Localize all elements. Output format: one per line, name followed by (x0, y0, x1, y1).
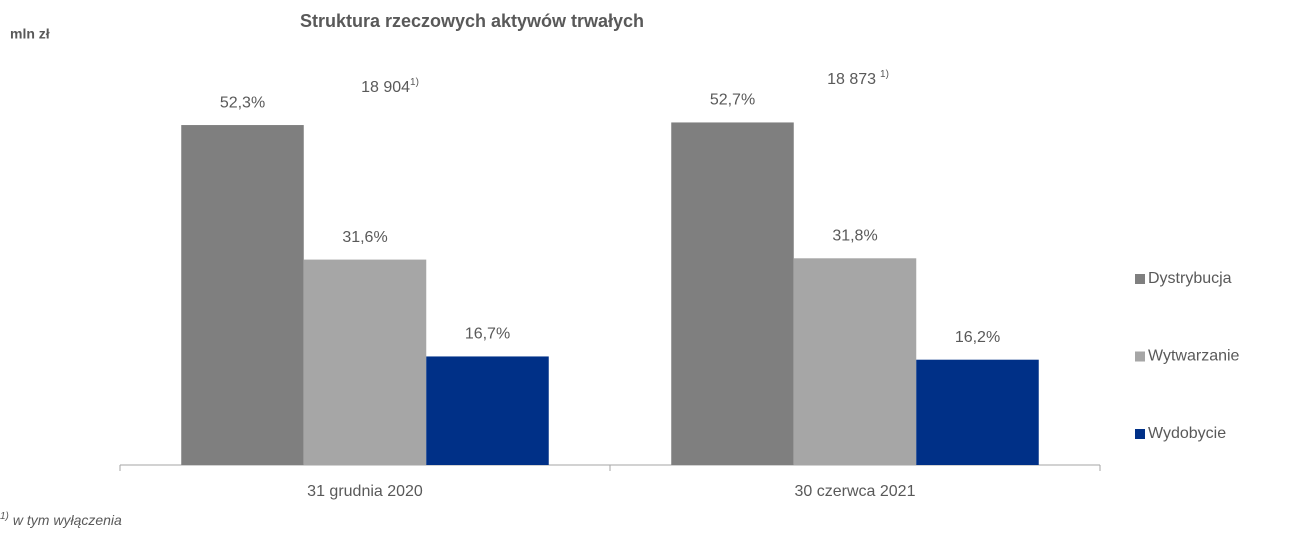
bar (671, 122, 794, 465)
unit-label: mln zł (10, 26, 50, 42)
legend-label: Wydobycie (1148, 425, 1226, 442)
x-tick-label: 30 czerwca 2021 (795, 483, 916, 500)
total-annotation: 18 9041) (361, 77, 419, 97)
chart-title: Struktura rzeczowych aktywów trwałych (300, 11, 644, 31)
legend-swatch (1135, 429, 1145, 439)
bar (793, 258, 917, 465)
footnote-mark: 1) (0, 511, 9, 522)
bar (426, 356, 549, 465)
legend-swatch (1135, 274, 1145, 284)
value-label: 52,3% (220, 94, 265, 111)
legend-label: Wytwarzanie (1148, 348, 1240, 365)
total-value: 18 873 (827, 71, 876, 88)
value-label: 16,7% (465, 326, 510, 343)
value-label: 16,2% (955, 329, 1000, 346)
bar (303, 259, 427, 465)
bar (181, 125, 304, 466)
value-label: 52,7% (710, 92, 755, 109)
total-note: 1) (410, 77, 419, 88)
footnote-text: w tym wyłączenia (13, 512, 122, 528)
x-tick-label: 31 grudnia 2020 (307, 483, 423, 500)
total-annotation: 18 873 1) (827, 69, 889, 89)
total-note: 1) (880, 69, 889, 80)
legend-label: Dystrybucja (1148, 270, 1232, 287)
value-label: 31,8% (832, 228, 877, 245)
bar (916, 359, 1039, 465)
legend-swatch (1135, 351, 1145, 362)
footnote: 1) w tym wyłączenia (0, 511, 122, 528)
value-label: 31,6% (342, 229, 387, 246)
total-value: 18 904 (361, 79, 410, 96)
